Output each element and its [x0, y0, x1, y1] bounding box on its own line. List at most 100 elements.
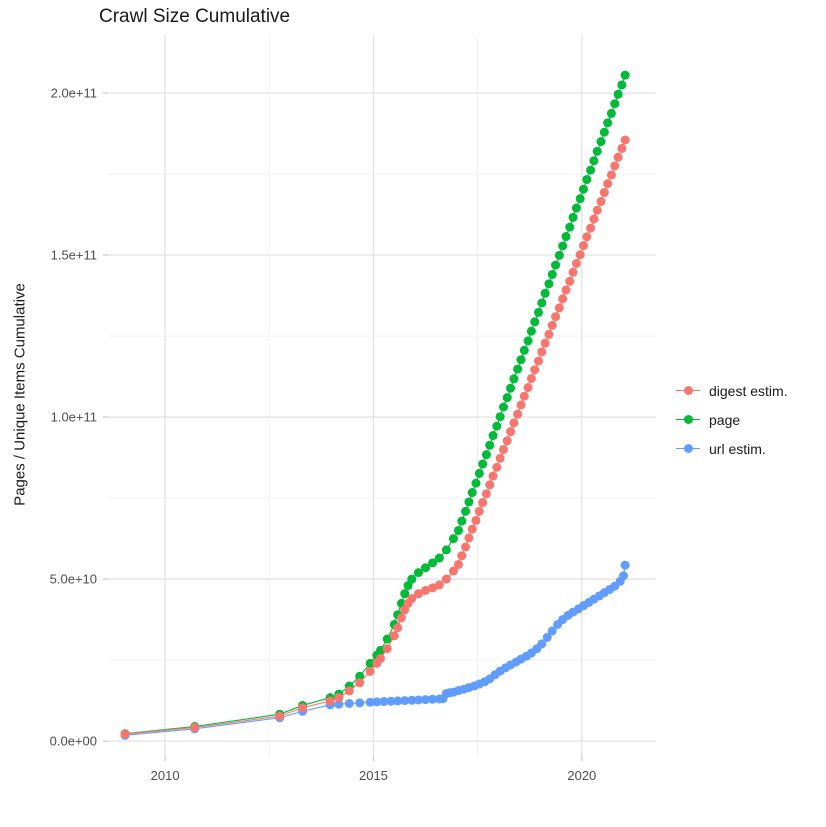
legend-label: url estim.	[709, 440, 766, 457]
y-tick-label: 5.0e+10	[50, 572, 97, 587]
data-point	[509, 374, 519, 384]
data-point	[592, 205, 602, 215]
data-point	[568, 267, 578, 277]
data-point	[582, 232, 592, 242]
data-point	[478, 498, 488, 508]
data-point	[396, 613, 406, 623]
data-point	[506, 383, 516, 393]
data-point	[365, 697, 375, 707]
data-point	[599, 127, 609, 137]
data-point	[325, 696, 335, 706]
legend-marker-icon	[676, 443, 700, 455]
data-point	[389, 631, 399, 641]
data-point	[453, 525, 463, 535]
data-point	[523, 336, 533, 346]
data-point	[488, 471, 498, 481]
legend: digest estim. page url estim.	[676, 382, 788, 457]
data-point	[407, 594, 417, 604]
data-point	[372, 697, 382, 707]
data-point	[365, 666, 375, 676]
data-point	[533, 307, 543, 317]
x-tick-label: 2020	[567, 768, 596, 783]
data-point	[603, 118, 613, 128]
data-point	[537, 347, 547, 357]
chart-title: Crawl Size Cumulative	[99, 6, 291, 27]
data-point	[618, 571, 628, 581]
data-point	[586, 165, 596, 175]
data-point	[492, 462, 502, 472]
data-point	[540, 288, 550, 298]
data-point	[190, 722, 200, 732]
data-point	[596, 137, 606, 147]
legend-dot-icon	[683, 386, 693, 395]
data-point	[558, 294, 568, 304]
data-point	[413, 568, 423, 578]
data-point	[544, 279, 554, 289]
data-point	[464, 497, 474, 507]
data-point	[547, 626, 557, 636]
data-point	[589, 156, 599, 166]
data-point	[428, 694, 438, 704]
data-point	[603, 179, 613, 189]
data-point	[421, 695, 431, 705]
data-point	[382, 644, 392, 654]
data-point	[547, 320, 557, 330]
data-point	[620, 70, 630, 80]
data-point	[428, 558, 438, 568]
data-point	[533, 356, 543, 366]
y-tick-label: 0.0e+00	[50, 734, 97, 749]
data-point	[592, 146, 602, 156]
data-point	[379, 697, 389, 707]
data-point	[571, 203, 581, 213]
data-point	[448, 566, 458, 576]
data-point	[400, 589, 410, 599]
data-point	[554, 250, 564, 260]
data-point	[461, 542, 471, 552]
data-point	[355, 698, 365, 708]
data-point	[467, 488, 477, 498]
data-point	[551, 312, 561, 322]
data-point	[589, 214, 599, 224]
data-point	[376, 653, 386, 663]
data-point	[421, 585, 431, 595]
series-line-url-estim-	[125, 565, 626, 736]
data-point	[471, 478, 481, 488]
x-tick-label: 2010	[151, 768, 180, 783]
data-point	[568, 212, 578, 222]
data-point	[606, 170, 616, 180]
data-point	[551, 260, 561, 270]
data-point	[561, 232, 571, 242]
data-point	[481, 489, 491, 499]
data-point	[547, 269, 557, 279]
data-point	[495, 453, 505, 463]
data-point	[355, 671, 365, 681]
data-point	[421, 563, 431, 573]
data-point	[513, 409, 523, 419]
data-point	[502, 393, 512, 403]
legend-item: page	[676, 412, 788, 428]
data-point	[434, 580, 444, 590]
series-line-digest-estim-	[125, 139, 626, 735]
data-point	[471, 515, 481, 525]
data-point	[526, 326, 536, 336]
data-point	[571, 258, 581, 268]
data-point	[441, 545, 451, 555]
data-point	[481, 450, 491, 460]
data-point	[617, 80, 627, 90]
data-point	[485, 480, 495, 490]
data-point	[530, 365, 540, 375]
data-point	[578, 241, 588, 251]
y-tick-label: 1.5e+11	[51, 248, 97, 263]
data-point	[498, 402, 508, 412]
legend-label: digest estim.	[709, 382, 788, 399]
data-point	[519, 345, 529, 355]
data-point	[355, 678, 365, 688]
data-point	[613, 152, 623, 162]
data-point	[464, 533, 474, 543]
data-point	[575, 194, 585, 204]
data-point	[441, 574, 451, 584]
data-point	[413, 695, 423, 705]
data-point	[474, 468, 484, 478]
